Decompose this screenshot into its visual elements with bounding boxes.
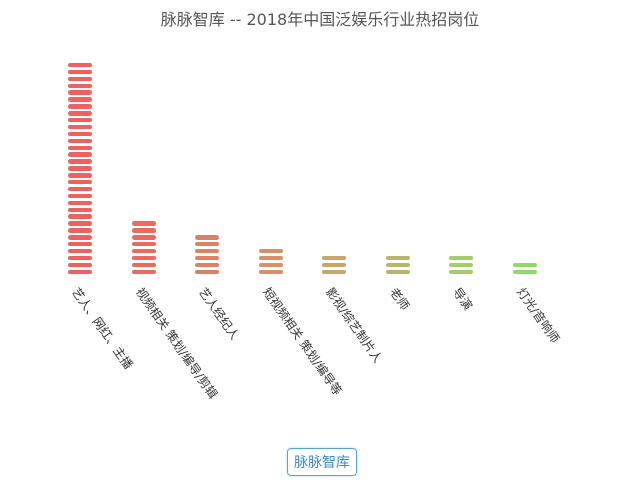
bar-segment	[68, 207, 92, 212]
bar-segment	[68, 262, 92, 268]
bar-segment	[322, 255, 346, 261]
bar-segment	[195, 262, 219, 268]
bar-segment	[195, 248, 219, 254]
bar-3	[258, 246, 283, 274]
bar-segment	[68, 242, 92, 247]
bar-segment	[195, 235, 219, 240]
bar-segment	[68, 221, 92, 226]
bar-segment	[68, 248, 92, 254]
bar-segment	[131, 262, 156, 268]
bar-segment	[68, 235, 92, 240]
bar-segment	[68, 83, 92, 88]
bar-segment	[322, 269, 346, 274]
bar-segment	[68, 131, 92, 137]
bar-segment	[68, 111, 92, 116]
bar-segment	[258, 255, 283, 261]
bar-segment	[131, 221, 156, 226]
bar-segment	[258, 248, 283, 254]
bar-segment	[68, 159, 92, 164]
bar-segment	[258, 262, 283, 268]
bar-segment	[449, 262, 473, 268]
bar-segment	[68, 124, 92, 130]
bar-segment	[68, 90, 92, 95]
bar-segment	[68, 255, 92, 261]
bar-segment	[68, 166, 92, 171]
x-axis-label: 艺人经纪人	[195, 285, 242, 343]
bar-segment	[68, 180, 92, 185]
bar-segment	[68, 193, 92, 199]
bar-segment	[68, 97, 92, 102]
source-badge: 脉脉智库	[287, 448, 357, 476]
x-axis-label: 老师	[386, 285, 412, 313]
bar-segment	[68, 173, 92, 178]
bar-segment	[68, 200, 92, 206]
bar-segment	[131, 235, 156, 240]
bar-segment	[68, 269, 92, 274]
x-axis-label: 艺人、网红、主播	[68, 285, 136, 372]
bar-segment	[385, 255, 410, 261]
chart-title: 脉脉智库 -- 2018年中国泛娱乐行业热招岗位	[160, 10, 480, 29]
bar-segment	[195, 255, 219, 261]
bar-7	[512, 260, 537, 274]
bar-segment	[68, 138, 92, 144]
bar-segment	[449, 255, 473, 261]
bar-segment	[131, 248, 156, 254]
bar-segment	[68, 104, 92, 109]
bar-1	[131, 219, 156, 274]
bar-segment	[385, 269, 410, 274]
bar-segment	[68, 214, 92, 219]
bar-segment	[258, 269, 283, 274]
bar-segment	[385, 262, 410, 268]
bar-segment	[195, 242, 219, 247]
bar-segment	[512, 262, 537, 268]
bar-segment	[322, 262, 346, 268]
bar-segment	[68, 76, 92, 82]
bar-segment	[131, 228, 156, 233]
bar-segment	[195, 269, 219, 274]
bar-segment	[131, 242, 156, 247]
bar-segment	[68, 228, 92, 233]
bar-segment	[68, 62, 92, 68]
bar-segment	[131, 269, 156, 274]
bar-segment	[449, 269, 473, 274]
bar-segment	[68, 118, 92, 123]
bar-2	[195, 233, 219, 274]
x-axis-label: 灯光/音响师	[513, 285, 562, 346]
bar-segment	[68, 152, 92, 157]
bar-4	[322, 253, 346, 274]
bar-5	[385, 253, 410, 274]
bar-segment	[68, 69, 92, 75]
x-axis-label: 影视/综艺制片人	[322, 285, 385, 366]
bar-segment	[68, 145, 92, 150]
bar-0	[68, 60, 92, 274]
bar-segment	[131, 255, 156, 261]
x-axis-label: 导演	[449, 285, 476, 313]
bar-segment	[68, 186, 92, 192]
bar-6	[449, 253, 473, 274]
bar-segment	[512, 269, 537, 274]
